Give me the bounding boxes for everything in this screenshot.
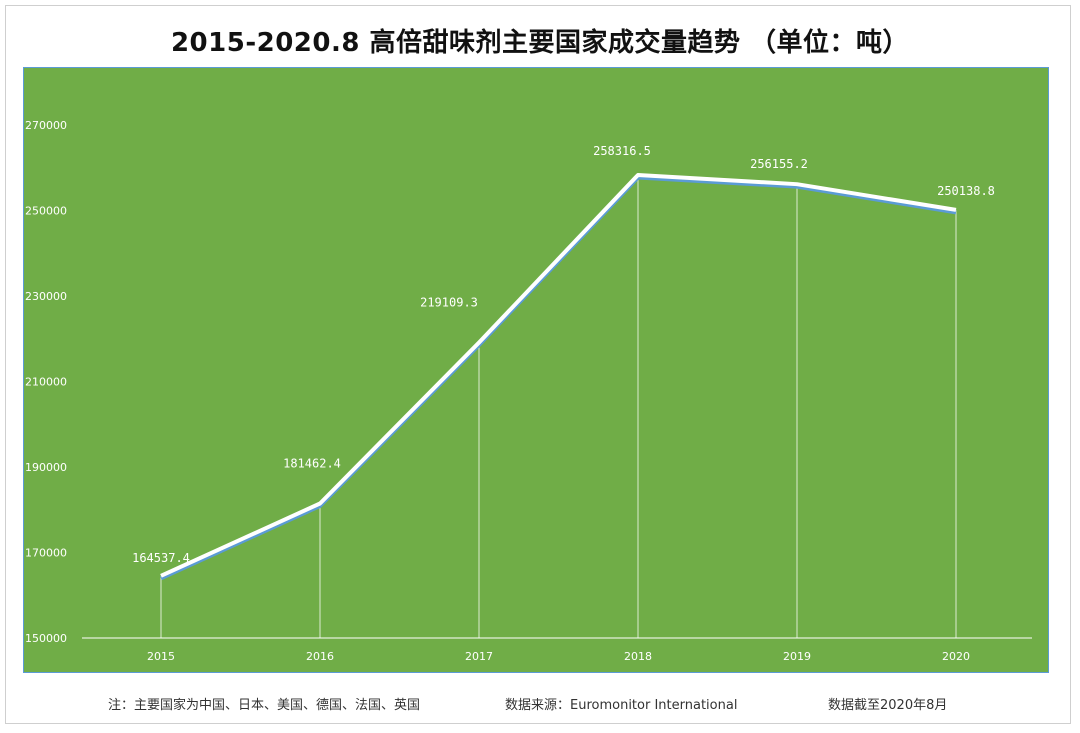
data-label: 164537.4 (132, 551, 190, 565)
plot-area: 150000 170000 190000 210000 230000 250000 2700… (23, 67, 1049, 673)
y-tick-label: 150000 (25, 632, 67, 645)
y-tick-label: 190000 (25, 461, 67, 474)
y-tick-label: 250000 (25, 205, 67, 218)
data-label: 219109.3 (420, 296, 478, 310)
x-tick-label: 2016 (306, 650, 334, 663)
data-label: 181462.4 (283, 456, 341, 470)
data-label: 256155.2 (750, 157, 808, 171)
series-line (160, 172, 957, 578)
chart-title: 2015-2020.8 高倍甜味剂主要国家成交量趋势 （单位：吨） (170, 28, 910, 58)
y-tick-label: 270000 (25, 119, 67, 132)
y-tick-label: 170000 (25, 547, 67, 560)
data-label: 250138.8 (937, 184, 995, 198)
footer-note: 注：主要国家为中国、日本、美国、德国、法国、英国 (108, 698, 421, 713)
x-tick-label: 2018 (624, 650, 652, 663)
footer-cutoff: 数据截至2020年8月 (828, 698, 948, 713)
y-tick-label: 210000 (25, 376, 67, 389)
y-tick-label: 230000 (25, 290, 67, 303)
series-line-shadow (160, 175, 957, 581)
line-chart: 150000 170000 190000 210000 230000 250000 2700… (25, 119, 1032, 663)
x-tick-label: 2015 (147, 650, 175, 663)
x-tick-label: 2019 (783, 650, 811, 663)
data-label: 258316.5 (593, 144, 651, 158)
x-tick-label: 2017 (465, 650, 493, 663)
x-tick-label: 2020 (942, 650, 970, 663)
footer-source: 数据来源：Euromonitor International (505, 698, 738, 713)
